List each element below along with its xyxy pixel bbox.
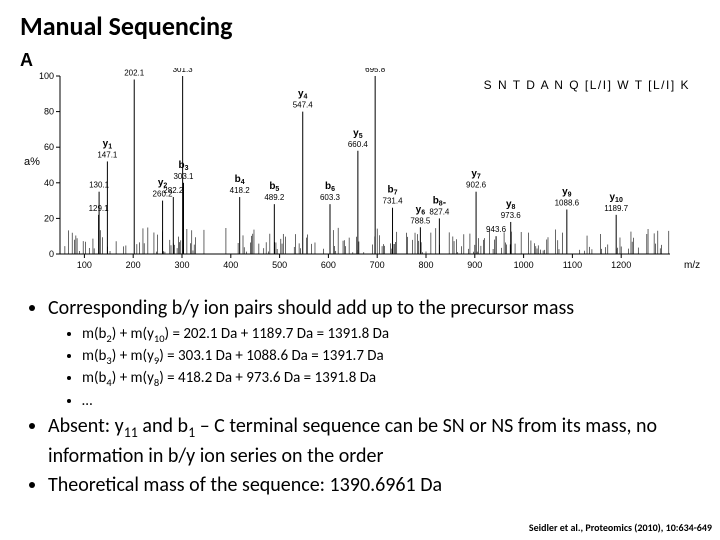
svg-text:100: 100 <box>77 260 92 270</box>
svg-text:0: 0 <box>49 249 54 259</box>
svg-text:827.4: 827.4 <box>429 207 450 216</box>
sub-bullet-item: m(b2) + m(y10) = 202.1 Da + 1189.7 Da = … <box>82 324 700 346</box>
svg-text:300: 300 <box>174 260 189 270</box>
spectrum-figure: A S N T D A N Q [L/I] W T [L/I] K 020406… <box>20 50 700 285</box>
svg-text:147.1: 147.1 <box>97 150 118 159</box>
svg-text:b6: b6 <box>325 181 335 193</box>
sub-bullet-item: … <box>82 391 700 411</box>
svg-text:603.3: 603.3 <box>320 193 341 202</box>
svg-text:y5: y5 <box>353 128 363 140</box>
svg-text:130.1: 130.1 <box>89 181 110 190</box>
svg-text:y9: y9 <box>562 187 572 199</box>
svg-text:40: 40 <box>44 178 54 188</box>
svg-text:1000: 1000 <box>514 260 534 270</box>
svg-text:a%: a% <box>24 156 40 168</box>
svg-text:20: 20 <box>44 213 54 223</box>
svg-text:60: 60 <box>44 142 54 152</box>
svg-text:900: 900 <box>467 260 482 270</box>
svg-text:b7: b7 <box>388 185 398 197</box>
svg-text:y8: y8 <box>506 199 516 211</box>
svg-text:418.2: 418.2 <box>230 186 251 195</box>
svg-text:y7: y7 <box>471 169 481 181</box>
svg-text:400: 400 <box>223 260 238 270</box>
svg-text:660.4: 660.4 <box>348 140 369 149</box>
page-title: Manual Sequencing <box>20 10 700 42</box>
svg-text:80: 80 <box>44 107 54 117</box>
svg-text:700: 700 <box>370 260 385 270</box>
bullet-text: Corresponding b/y ion pairs should add u… <box>48 296 574 320</box>
svg-text:788.5: 788.5 <box>410 216 431 225</box>
svg-text:b5: b5 <box>269 181 279 193</box>
svg-text:1189.7: 1189.7 <box>604 204 628 213</box>
svg-text:1200: 1200 <box>611 260 631 270</box>
sub-bullet-item: m(b4) + m(y8) = 418.2 Da + 973.6 Da = 13… <box>82 368 700 390</box>
svg-text:943.6: 943.6 <box>486 225 507 234</box>
svg-text:547.4: 547.4 <box>293 101 314 110</box>
sub-bullet-list: m(b2) + m(y10) = 202.1 Da + 1189.7 Da = … <box>48 324 700 411</box>
svg-text:303.1: 303.1 <box>173 172 194 181</box>
svg-text:y1: y1 <box>103 138 113 150</box>
svg-text:100: 100 <box>39 71 54 81</box>
bullet-item: Corresponding b/y ion pairs should add u… <box>48 295 700 411</box>
svg-text:m/z: m/z <box>684 260 700 271</box>
svg-text:973.6: 973.6 <box>501 211 522 220</box>
svg-text:1088.6: 1088.6 <box>555 199 580 208</box>
svg-text:301.3: 301.3 <box>173 68 194 74</box>
svg-text:731.4: 731.4 <box>383 197 404 206</box>
svg-text:489.2: 489.2 <box>264 193 285 202</box>
sub-bullet-item: m(b3) + m(y9) = 303.1 Da + 1088.6 Da = 1… <box>82 346 700 368</box>
svg-text:800: 800 <box>418 260 433 270</box>
svg-text:b3: b3 <box>179 160 189 172</box>
citation: Seidler et al., Proteomics (2010), 10:63… <box>529 521 712 534</box>
svg-text:202.1: 202.1 <box>124 69 145 78</box>
svg-text:y6: y6 <box>416 204 426 216</box>
svg-text:600: 600 <box>321 260 336 270</box>
mass-spectrum-chart: 0 20 40 60 80 100 100 200 300 400 500 600 700 800 900 1… <box>20 68 700 278</box>
svg-text:200: 200 <box>126 260 141 270</box>
svg-text:500: 500 <box>272 260 287 270</box>
svg-text:282.2: 282.2 <box>163 186 184 195</box>
svg-text:695.8: 695.8 <box>365 68 386 74</box>
bullet-list: Corresponding b/y ion pairs should add u… <box>20 295 700 499</box>
svg-text:902.6: 902.6 <box>466 181 487 190</box>
bullet-item: Absent: y11 and b1 – C terminal sequence… <box>48 413 700 470</box>
svg-text:y4: y4 <box>298 89 308 101</box>
svg-text:y10: y10 <box>609 192 622 204</box>
svg-text:b4: b4 <box>235 174 245 186</box>
svg-text:1100: 1100 <box>563 260 582 270</box>
bullet-item: Theoretical mass of the sequence: 1390.6… <box>48 472 700 499</box>
